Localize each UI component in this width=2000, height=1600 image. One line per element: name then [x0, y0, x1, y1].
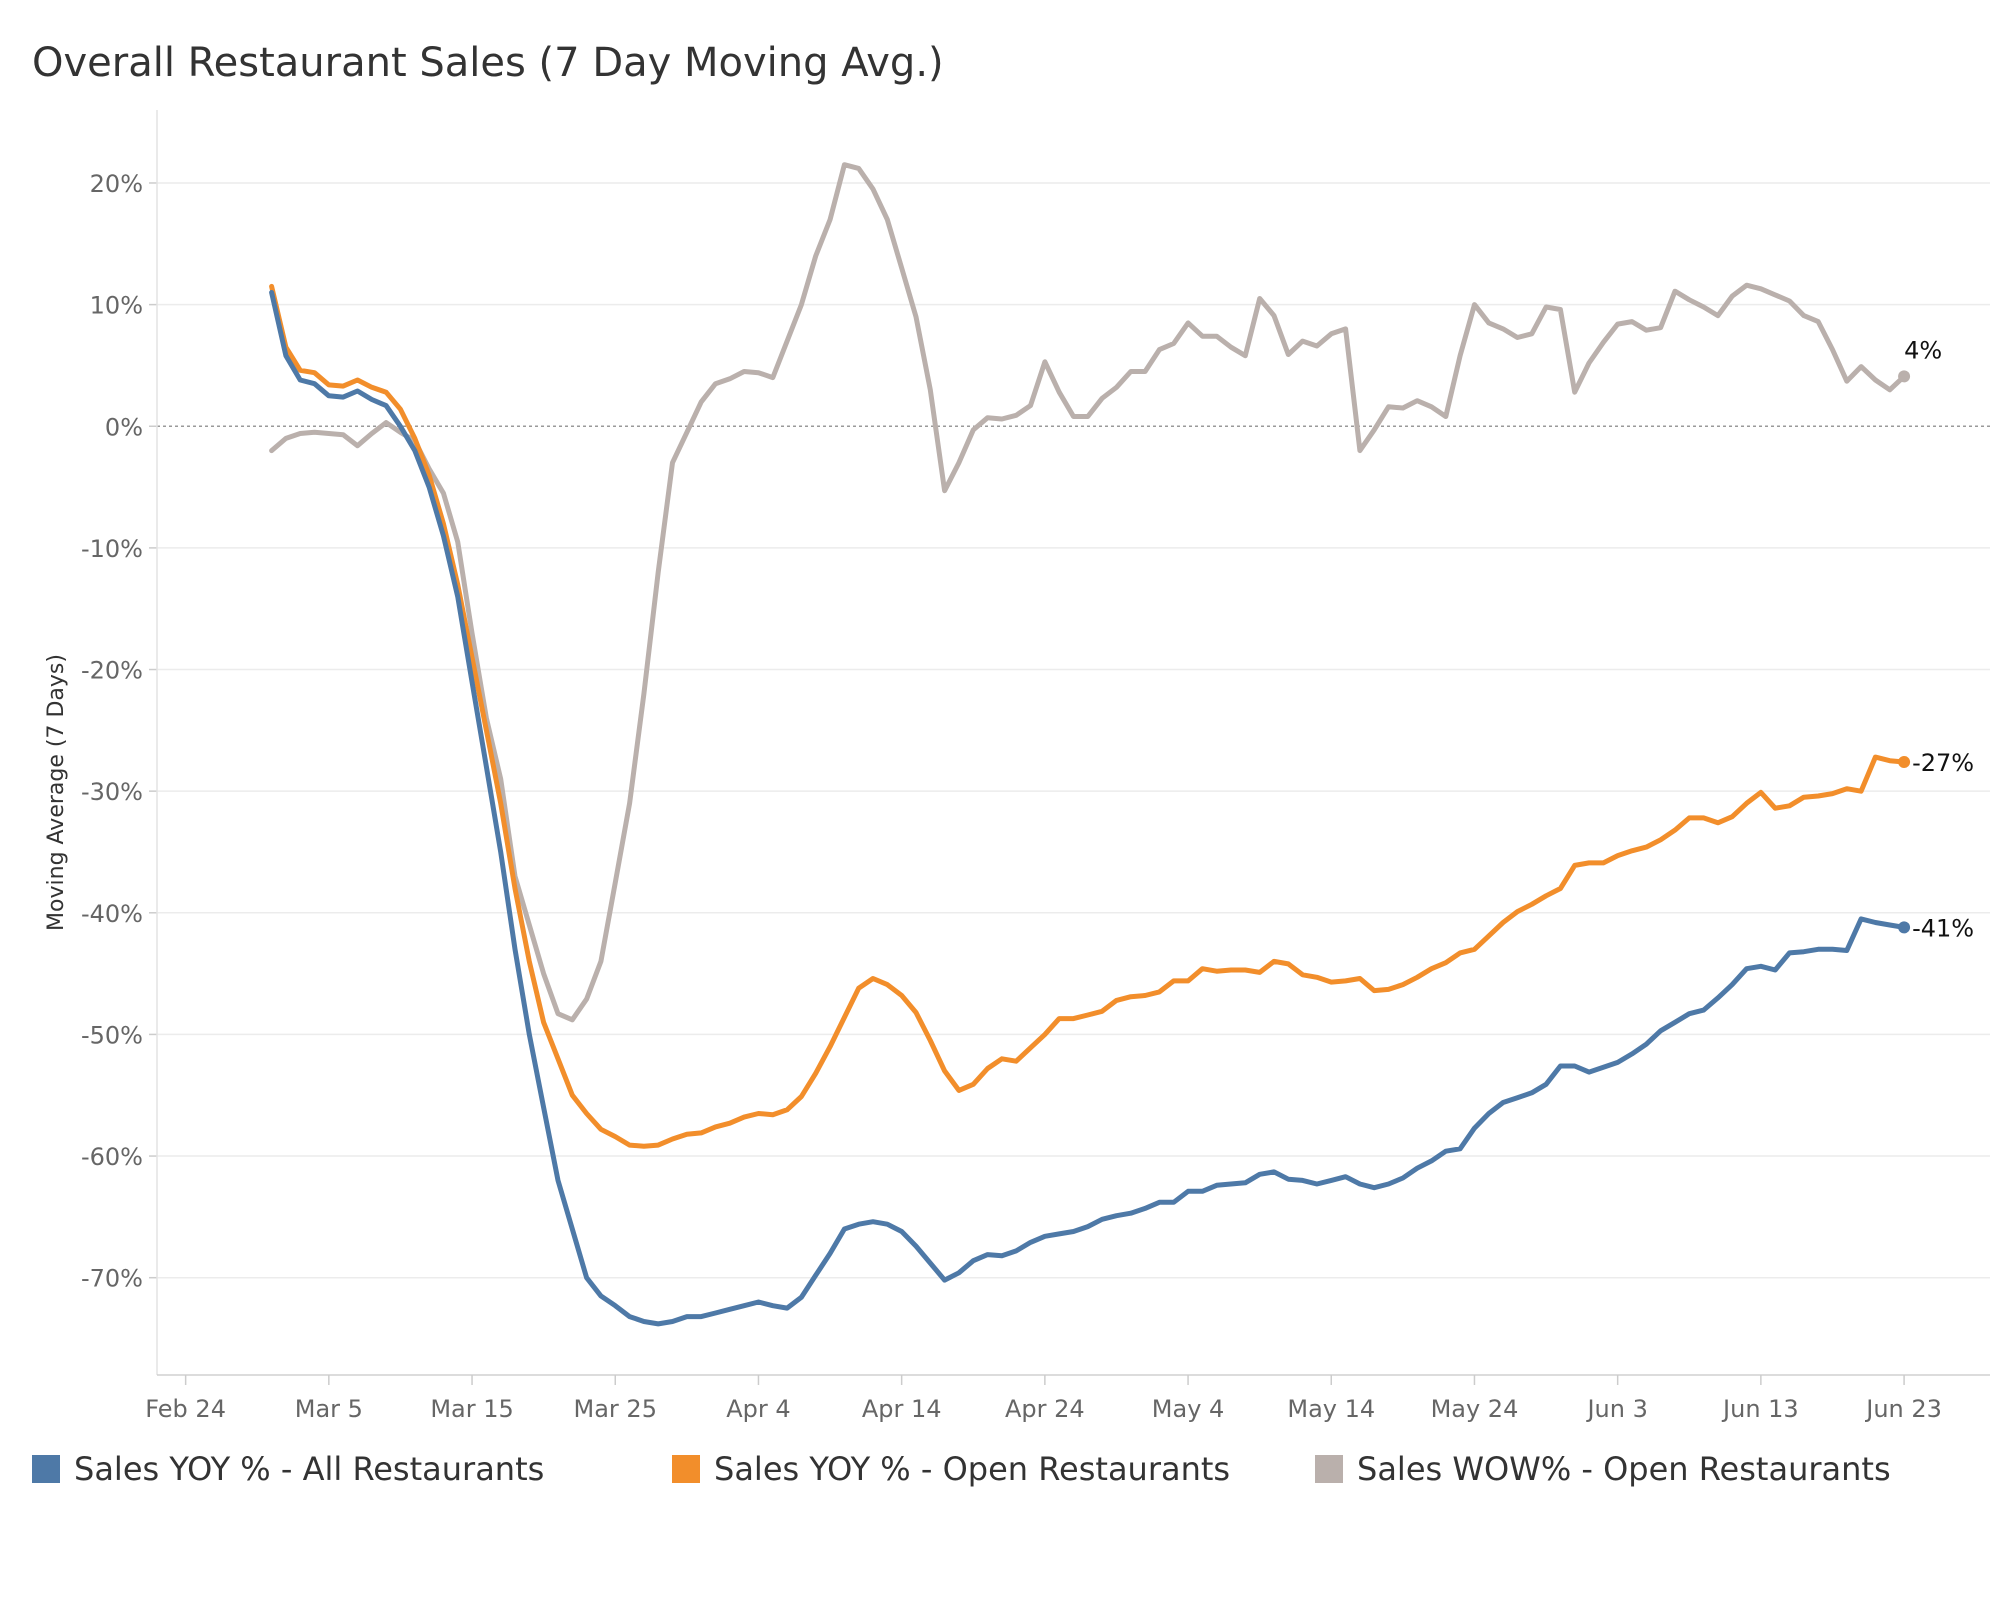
x-tick-label: Mar 25 — [574, 1395, 657, 1423]
legend-item: Sales YOY % - All Restaurants — [32, 1450, 544, 1488]
legend-label: Sales WOW% - Open Restaurants — [1357, 1450, 1891, 1488]
x-tick-label: Apr 14 — [862, 1395, 942, 1423]
legend: Sales YOY % - All Restaurants Sales YOY %… — [32, 1450, 1972, 1500]
legend-swatch — [672, 1455, 700, 1483]
y-tick-label: -20% — [81, 657, 143, 685]
series-line-2 — [269, 283, 1907, 1149]
gridlines — [157, 182, 1990, 1279]
x-tick-label: Mar 15 — [430, 1395, 513, 1423]
legend-item: Sales WOW% - Open Restaurants — [1315, 1450, 1891, 1488]
y-tick-label: -60% — [81, 1143, 143, 1171]
x-tick-label: Mar 5 — [295, 1395, 363, 1423]
x-tick-label: Jun 23 — [1864, 1395, 1942, 1423]
x-tick-label: Feb 24 — [145, 1395, 226, 1423]
x-tick-label: May 14 — [1287, 1395, 1375, 1423]
y-axis-title: Moving Average (7 Days) — [44, 654, 69, 931]
y-tick-label: -70% — [81, 1265, 143, 1293]
series-lines — [269, 162, 1907, 1327]
legend-swatch — [32, 1455, 60, 1483]
y-tick-label: -50% — [81, 1021, 143, 1049]
y-tick-label: -40% — [81, 900, 143, 928]
x-tick-label: May 4 — [1152, 1395, 1225, 1423]
y-tick-label: 10% — [90, 292, 143, 320]
x-tick-label: Jun 13 — [1721, 1395, 1799, 1423]
x-tick-label: Apr 24 — [1005, 1395, 1085, 1423]
series-end-label: 4% — [1904, 336, 1942, 364]
series-end-label: -27% — [1912, 749, 1974, 777]
chart-title: Overall Restaurant Sales (7 Day Moving A… — [32, 40, 944, 86]
series-line-3 — [269, 162, 1907, 1023]
end-labels: 4% -27% -41% — [1898, 336, 1974, 942]
y-tick-label: 20% — [90, 170, 143, 198]
x-tick-label: Apr 4 — [726, 1395, 790, 1423]
legend-swatch — [1315, 1455, 1343, 1483]
x-tick-label: May 24 — [1431, 1395, 1519, 1423]
series-end-marker — [1898, 921, 1911, 934]
line-chart: 20% 10% 0% -10% -20% -30% -40% -50% -60% -70% Feb … — [44, 110, 1990, 1423]
x-tick-label: Jun 3 — [1585, 1395, 1647, 1423]
legend-label: Sales YOY % - All Restaurants — [74, 1450, 545, 1488]
series-end-marker — [1898, 370, 1911, 383]
y-tick-label: 0% — [105, 413, 143, 441]
y-tick-label: -30% — [81, 778, 143, 806]
series-end-label: -41% — [1912, 914, 1974, 942]
legend-label: Sales YOY % - Open Restaurants — [714, 1450, 1231, 1488]
legend-item: Sales YOY % - Open Restaurants — [672, 1450, 1230, 1488]
series-end-marker — [1898, 755, 1911, 768]
series-line-1 — [269, 290, 1907, 1327]
axes: 20% 10% 0% -10% -20% -30% -40% -50% -60% -70% Feb … — [44, 110, 1990, 1423]
y-tick-label: -10% — [81, 535, 143, 563]
